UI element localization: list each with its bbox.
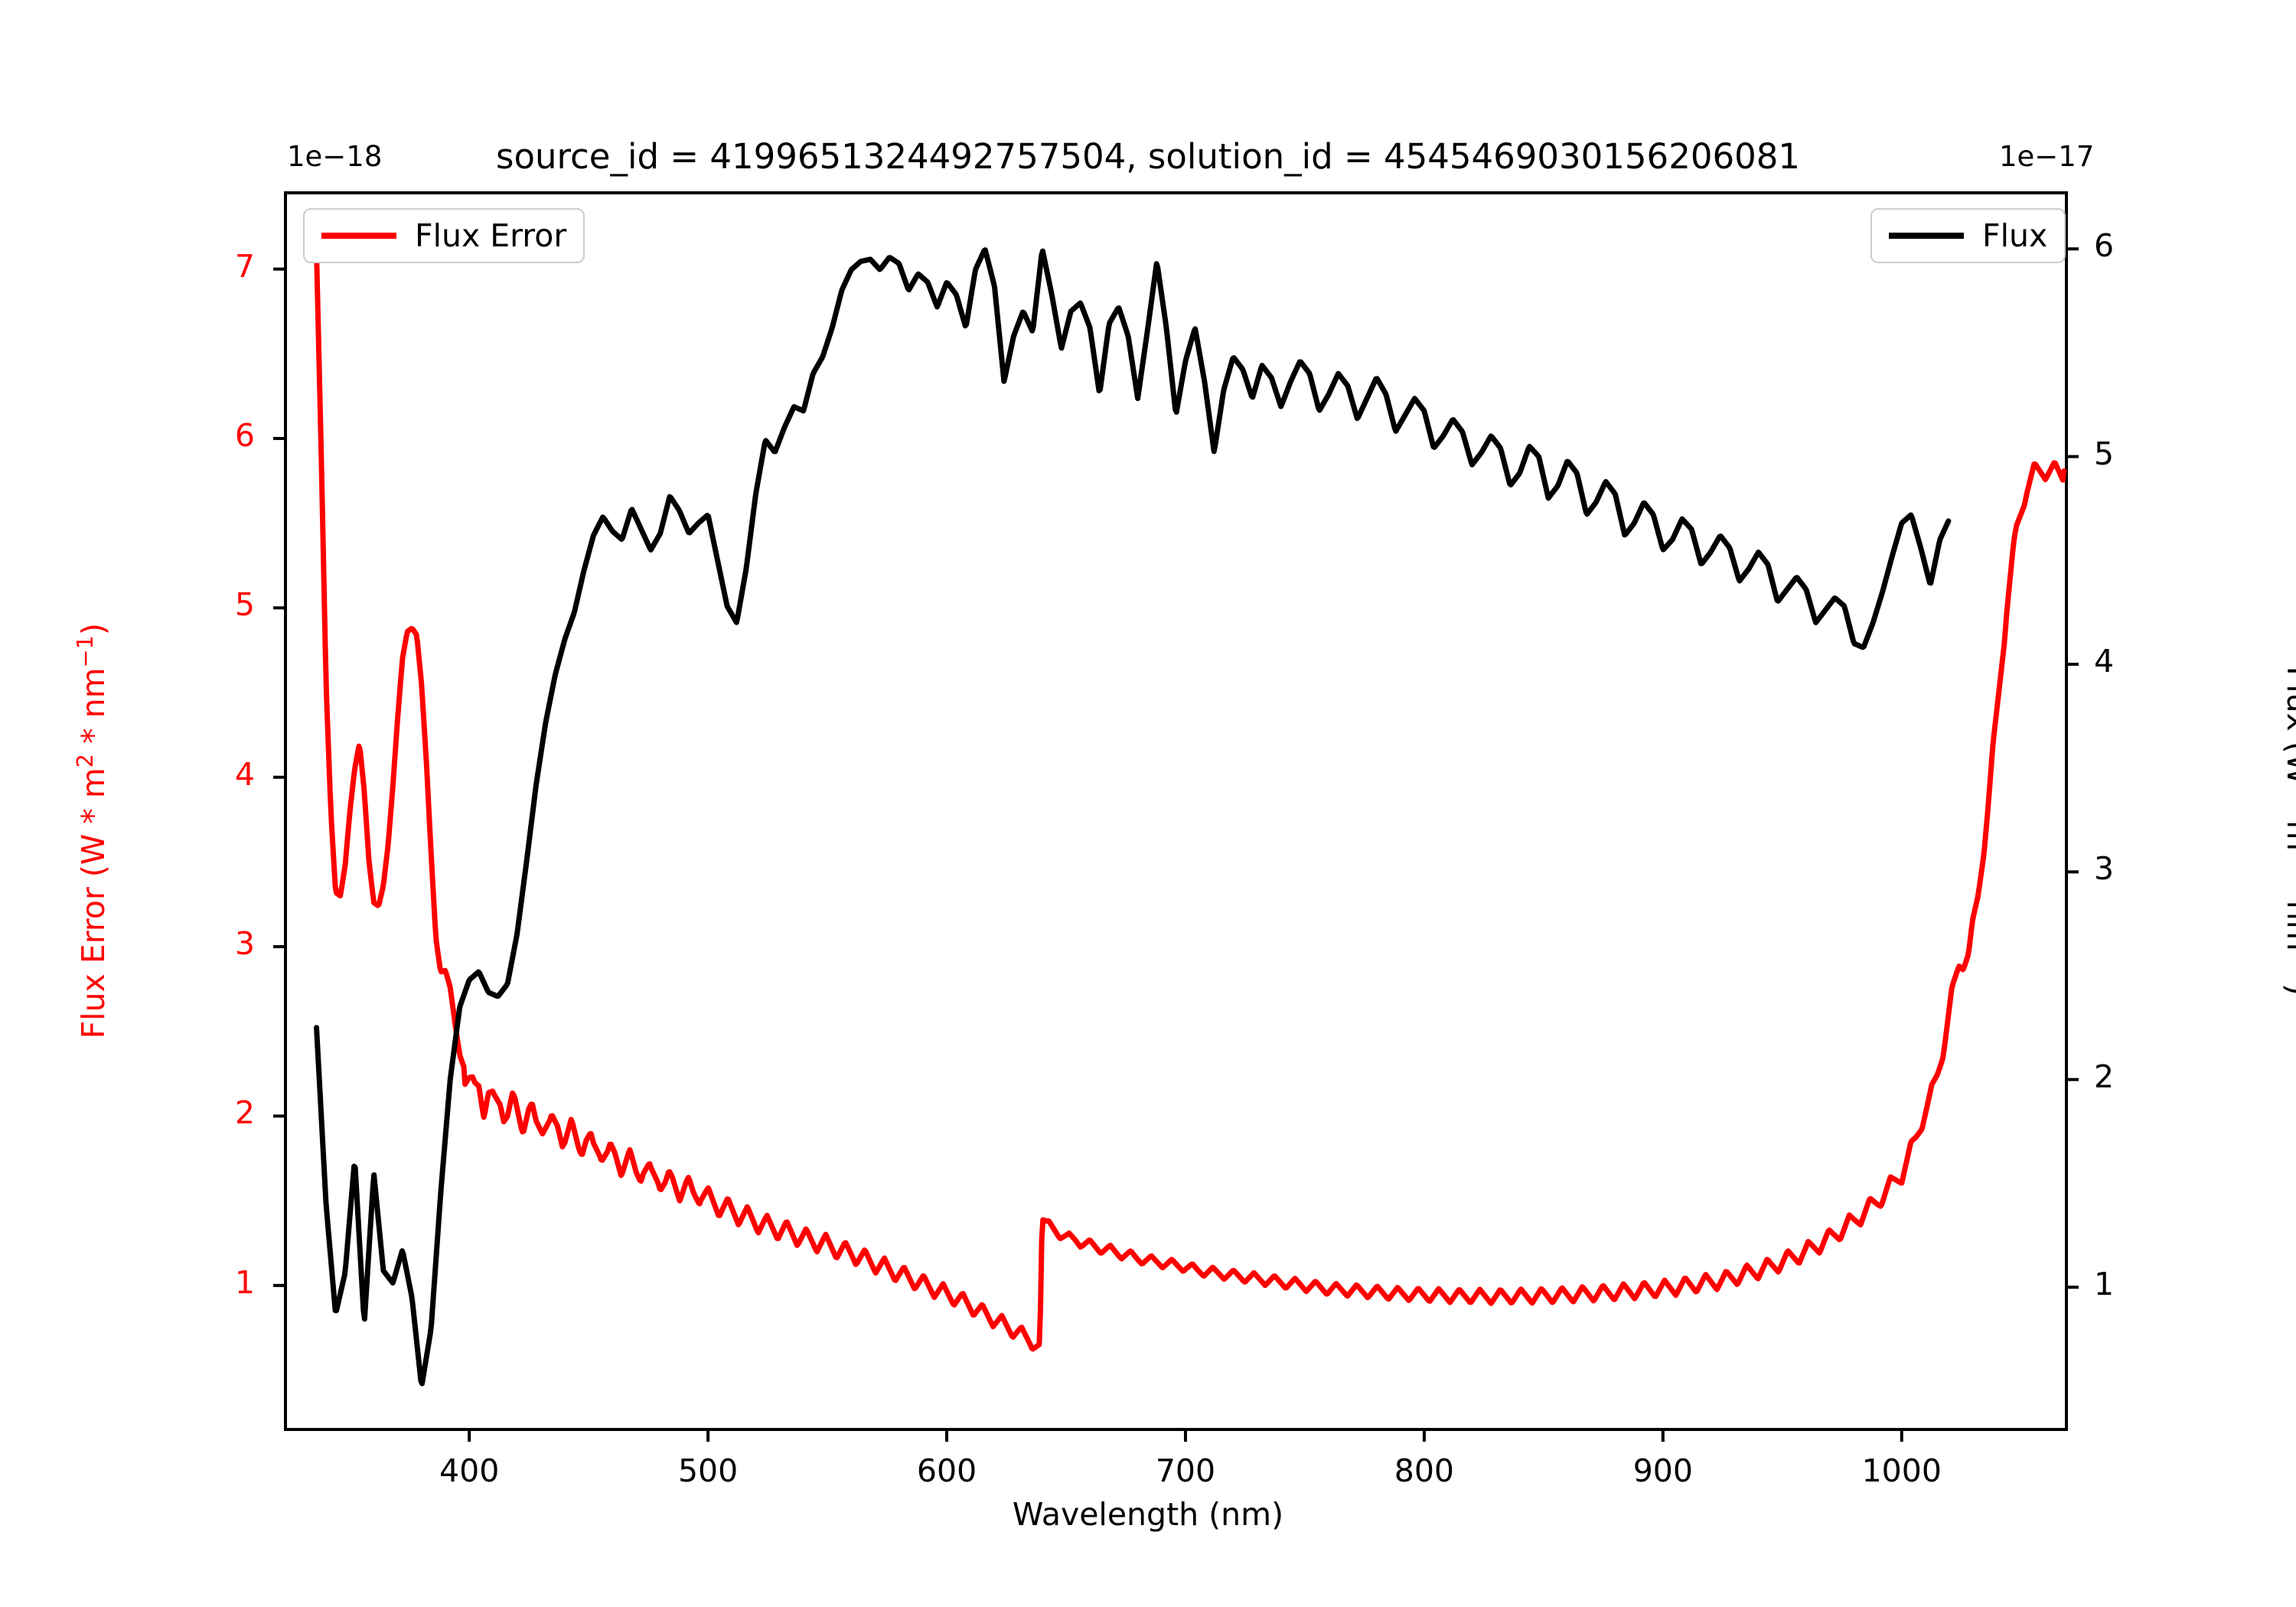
right-axis-offset-text: 1e−17 bbox=[1999, 140, 2095, 173]
y-left-label-prefix: Flux Error (W * m bbox=[74, 768, 112, 1039]
y-left-tick-label-3: 3 bbox=[234, 925, 255, 963]
flux-line bbox=[314, 247, 1952, 1387]
y-right-tick-label-4: 4 bbox=[2094, 643, 2115, 680]
x-tick-label-1000: 1000 bbox=[1861, 1452, 1942, 1489]
x-tick-label-400: 400 bbox=[439, 1452, 500, 1489]
left-axis-offset-text: 1e−18 bbox=[287, 140, 383, 173]
legend-flux-error[interactable]: Flux Error bbox=[303, 208, 585, 263]
y-right-tick-label-6: 6 bbox=[2094, 227, 2115, 265]
chart-title: source_id = 4199651324492757504, solutio… bbox=[496, 136, 1800, 177]
x-tick-label-900: 900 bbox=[1632, 1452, 1693, 1489]
y-right-label-suffix: * nm bbox=[2280, 875, 2296, 951]
plot-frame bbox=[284, 191, 2068, 1431]
y-right-tick-label-3: 3 bbox=[2094, 850, 2115, 888]
legend-label-flux-error: Flux Error bbox=[415, 217, 567, 254]
y-right-tick-label-2: 2 bbox=[2094, 1058, 2115, 1095]
x-tick-label-800: 800 bbox=[1394, 1452, 1455, 1489]
y-axis-right-label: Flux (W * m2 * nm−1) bbox=[2280, 487, 2296, 1175]
legend-label-flux: Flux bbox=[1982, 217, 2048, 254]
y-left-tick-label-7: 7 bbox=[234, 247, 255, 285]
y-left-tick-label-1: 1 bbox=[234, 1263, 255, 1301]
y-right-label-close: ) bbox=[2280, 983, 2296, 996]
y-left-tick-label-2: 2 bbox=[234, 1094, 255, 1132]
y-right-tick-label-5: 5 bbox=[2094, 435, 2115, 472]
legend-flux[interactable]: Flux bbox=[1870, 208, 2066, 263]
y-axis-left-label: Flux Error (W * m2 * nm−1) bbox=[72, 487, 112, 1175]
y-right-tick-label-1: 1 bbox=[2094, 1266, 2115, 1303]
y-left-label-suffix: * nm bbox=[74, 667, 112, 754]
x-tick-label-700: 700 bbox=[1155, 1452, 1216, 1489]
flux-error-line bbox=[314, 249, 2067, 1352]
y-left-tick-label-5: 5 bbox=[234, 586, 255, 624]
y-left-tick-label-6: 6 bbox=[234, 416, 255, 454]
y-left-label-close: ) bbox=[74, 623, 112, 636]
axis-ticks bbox=[273, 247, 2079, 1442]
x-tick-label-600: 600 bbox=[916, 1452, 977, 1489]
x-tick-label-500: 500 bbox=[677, 1452, 739, 1489]
legend-line-swatch-flux-error bbox=[321, 233, 396, 239]
legend-line-swatch-flux bbox=[1889, 233, 1964, 239]
y-right-label-prefix: Flux (W * m bbox=[2280, 666, 2296, 851]
x-axis-label: Wavelength (nm) bbox=[1012, 1496, 1284, 1533]
y-left-label-mid: 2 bbox=[72, 753, 99, 768]
y-left-label-exp: −1 bbox=[72, 635, 99, 668]
y-left-tick-label-4: 4 bbox=[234, 755, 255, 793]
